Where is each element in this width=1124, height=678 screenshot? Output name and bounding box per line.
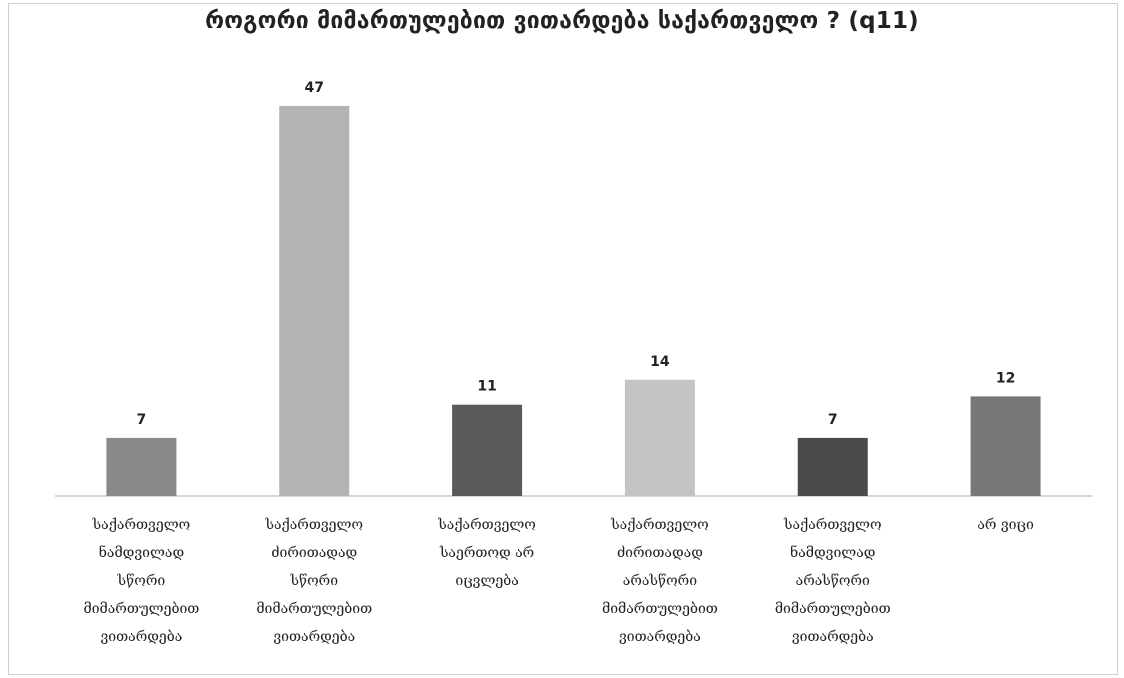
chart-title: როგორი მიმართულებით ვითარდება საქართველო… — [205, 8, 919, 34]
category-label-2: საქართველო ძირითადად სწორი მიმართულებით ვითა… — [256, 516, 372, 645]
chart-frame — [8, 3, 1118, 675]
bar-5 — [797, 437, 868, 496]
category-label-5: საქართველო ნამდვილად არასწორი მიმართულებით ვ… — [775, 516, 891, 645]
category-labels-group: საქართველო ნამდვილად სწორი მიმართულებით ვითა… — [84, 516, 1034, 645]
category-label-6: არ ვიცი — [977, 516, 1034, 533]
category-label-3: საქართველო საერთოდ არ იცვლება — [437, 516, 536, 589]
value-label-6: 12 — [996, 370, 1015, 386]
value-label-4: 14 — [650, 354, 670, 370]
category-label-1: საქართველო ნამდვილად სწორი მიმართულებით ვითა… — [84, 516, 200, 645]
bars-group — [106, 105, 1041, 497]
value-label-5: 7 — [828, 412, 838, 428]
bar-1 — [106, 437, 177, 496]
bar-3 — [452, 404, 523, 496]
value-label-3: 11 — [477, 379, 496, 395]
category-label-4: საქართველო ძირითადად არასწორი მიმართულებით ვ… — [602, 516, 718, 645]
bar-4 — [624, 379, 695, 496]
value-labels-group: 7 47 11 14 7 12 — [137, 80, 1016, 428]
bar-6 — [970, 396, 1041, 496]
value-label-1: 7 — [137, 412, 147, 428]
bar-2 — [279, 105, 350, 497]
value-label-2: 47 — [305, 80, 324, 96]
